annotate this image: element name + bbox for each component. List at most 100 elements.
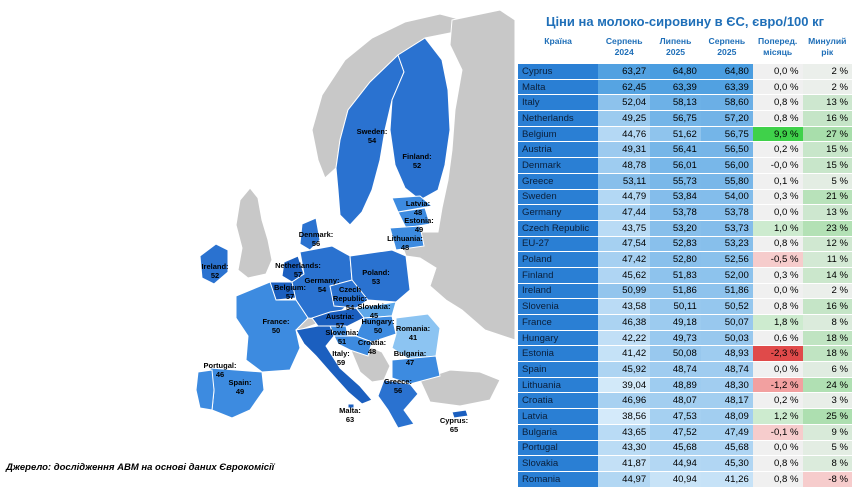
sweden-shape [335, 54, 405, 226]
year-change-cell: 9 % [802, 424, 852, 441]
country-cell: Estonia [518, 345, 599, 363]
month-change-cell: 0,8 % [752, 471, 803, 488]
month-change-cell: 1,0 % [752, 220, 803, 237]
map-country-label: Sweden: 54 [357, 127, 388, 145]
price-cell: 48,93 [700, 345, 753, 363]
country-cell: France [518, 314, 599, 331]
price-cell: 49,31 [598, 141, 651, 159]
month-change-cell: -1,2 % [752, 377, 803, 394]
table-row: Romania 44,97 40,94 41,26 0,8 % -8 % [518, 471, 852, 488]
price-cell: 50,99 [598, 283, 651, 300]
month-change-cell: 0,0 % [752, 361, 803, 378]
map-country-label: Czech Republic: 54 [333, 285, 367, 312]
chart-title: Ціни на молоко-сировину в ЄС, євро/100 к… [545, 14, 825, 29]
table-row: Germany 47,44 53,78 53,78 0,0 % 13 % [518, 204, 852, 221]
year-change-cell: 27 % [802, 126, 852, 143]
country-cell: Croatia [518, 392, 599, 410]
price-cell: 45,68 [650, 440, 701, 457]
year-change-cell: 2 % [802, 283, 852, 300]
price-cell: 50,07 [700, 314, 753, 331]
price-cell: 38,56 [598, 408, 651, 425]
map-country-label: Finland: 52 [402, 152, 431, 170]
czech-shape [329, 279, 369, 309]
price-cell: 56,41 [650, 141, 701, 159]
price-cell: 48,89 [650, 377, 701, 394]
price-cell: 47,49 [700, 424, 753, 441]
price-cell: 56,00 [700, 157, 753, 174]
year-change-cell: 5 % [802, 440, 852, 457]
month-change-cell: 0,2 % [752, 392, 803, 410]
table-row: Hungary 42,22 49,73 50,03 0,6 % 18 % [518, 330, 852, 347]
table-body: Cyprus 63,27 64,80 64,80 0,0 % 2 % Malta 62,45 6… [518, 64, 852, 488]
country-cell: Malta [518, 79, 599, 96]
price-cell: 52,83 [650, 236, 701, 253]
price-cell: 41,26 [700, 471, 753, 488]
country-cell: Netherlands [518, 110, 599, 127]
price-cell: 44,79 [598, 189, 651, 206]
hungary-shape [355, 315, 397, 343]
table-row: France 46,38 49,18 50,07 1,8 % 8 % [518, 314, 852, 331]
price-cell: 45,68 [700, 440, 753, 457]
price-cell: 48,07 [650, 392, 701, 410]
price-cell: 52,56 [700, 251, 753, 268]
price-cell: 45,92 [598, 361, 651, 378]
map-country-label: Malta: 63 [339, 406, 361, 424]
country-cell: Italy [518, 94, 599, 112]
price-cell: 48,74 [650, 361, 701, 378]
month-change-cell: 0,8 % [752, 298, 803, 315]
map-country-label: Poland: 53 [362, 268, 390, 286]
month-change-cell: 0,0 % [752, 79, 803, 96]
price-cell: 51,83 [650, 267, 701, 284]
price-cell: 44,76 [598, 126, 651, 143]
price-cell: 63,27 [598, 64, 651, 80]
country-cell: Portugal [518, 440, 599, 457]
table-header-row: Країна Серпень 2024 Липень 2025 Серпень 2025 По… [518, 36, 852, 64]
price-cell: 56,75 [700, 126, 753, 143]
table-row: Sweden 44,79 53,84 54,00 0,3 % 21 % [518, 189, 852, 206]
price-cell: 51,62 [650, 126, 701, 143]
price-cell: 47,52 [650, 424, 701, 441]
year-change-cell: 6 % [802, 361, 852, 378]
table-row: Latvia 38,56 47,53 48,09 1,2 % 25 % [518, 408, 852, 425]
price-cell: 48,74 [700, 361, 753, 378]
bulgaria-shape [391, 355, 441, 385]
month-change-cell: -2,3 % [752, 345, 803, 363]
month-change-cell: -0,5 % [752, 251, 803, 268]
map-country-label: Hungary: 50 [362, 317, 395, 335]
source-note: Джерело: дослідження АВМ на основі даних… [6, 462, 275, 473]
year-change-cell: 14 % [802, 267, 852, 284]
price-cell: 54,00 [700, 189, 753, 206]
map-country-label: Germany: 54 [304, 276, 339, 294]
table-row: Cyprus 63,27 64,80 64,80 0,0 % 2 % [518, 64, 852, 80]
month-change-cell: 0,3 % [752, 267, 803, 284]
month-change-cell: -0,1 % [752, 424, 803, 441]
price-cell: 48,17 [700, 392, 753, 410]
country-cell: Romania [518, 471, 599, 488]
month-change-cell: 0,0 % [752, 283, 803, 300]
price-cell: 43,75 [598, 220, 651, 237]
price-cell: 50,52 [700, 298, 753, 315]
table-row: Malta 62,45 63,39 63,39 0,0 % 2 % [518, 79, 852, 96]
country-cell: Finland [518, 267, 599, 284]
month-change-cell: 0,0 % [752, 204, 803, 221]
price-table: Країна Серпень 2024 Липень 2025 Серпень 2025 По… [518, 36, 852, 488]
year-change-cell: 2 % [802, 64, 852, 80]
map-country-label: Croatia: 48 [358, 338, 386, 356]
map-country-label: Bulgaria: 47 [394, 349, 427, 367]
price-cell: 51,86 [700, 283, 753, 300]
table-row: Slovakia 41,87 44,94 45,30 0,8 % 8 % [518, 455, 852, 472]
month-change-cell: 0,2 % [752, 141, 803, 159]
year-change-cell: 16 % [802, 110, 852, 127]
country-cell: Germany [518, 204, 599, 221]
price-cell: 53,84 [650, 189, 701, 206]
price-cell: 46,96 [598, 392, 651, 410]
country-cell: Denmark [518, 157, 599, 174]
table-row: Finland 45,62 51,83 52,00 0,3 % 14 % [518, 267, 852, 284]
map-country-label: Spain: 49 [229, 378, 252, 396]
price-cell: 55,73 [650, 173, 701, 190]
year-change-cell: 16 % [802, 298, 852, 315]
year-change-cell: 12 % [802, 236, 852, 253]
year-change-cell: 11 % [802, 251, 852, 268]
price-cell: 63,39 [650, 79, 701, 96]
column-header: Минулий рік [808, 36, 847, 57]
